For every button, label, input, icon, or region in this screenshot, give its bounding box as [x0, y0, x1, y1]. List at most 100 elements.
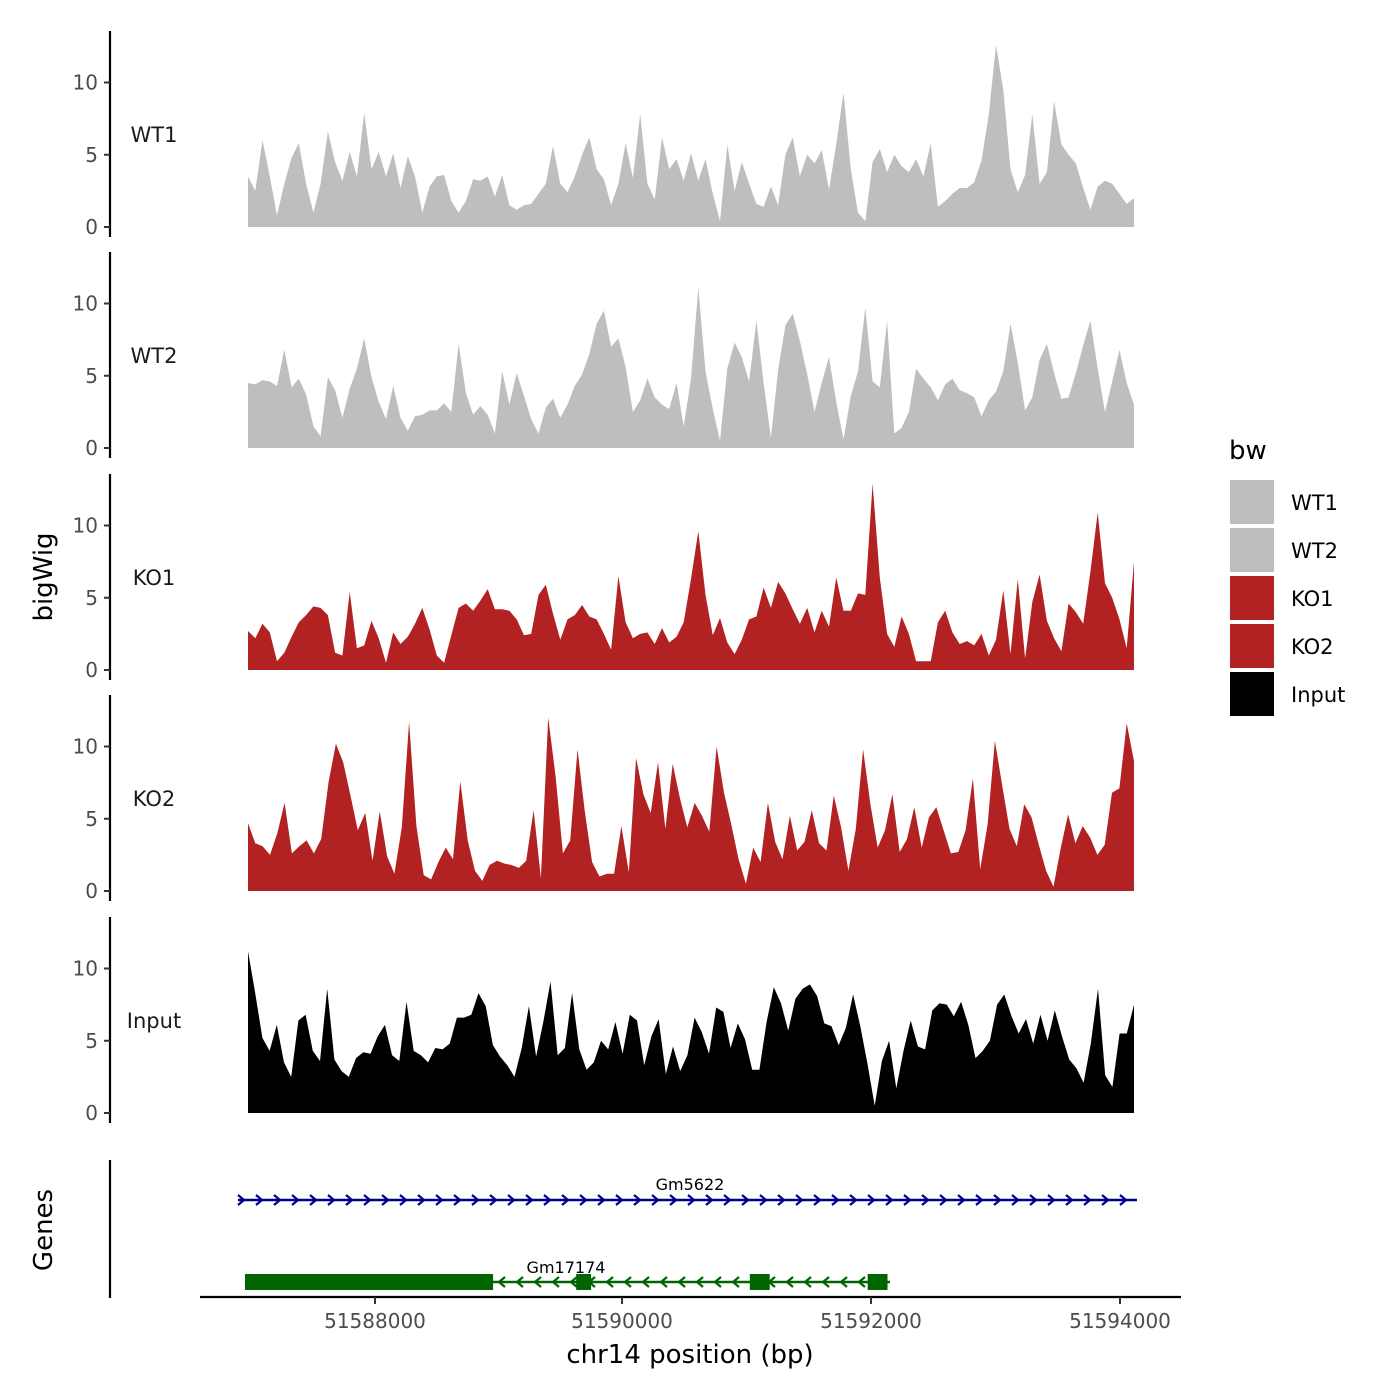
strand-arrow [1065, 1194, 1074, 1206]
y-tick-label: 0 [85, 215, 98, 239]
strand-arrow [579, 1194, 588, 1206]
legend-swatch-wt1 [1230, 480, 1274, 524]
strand-arrow [515, 1276, 524, 1288]
strand-arrow [1083, 1194, 1092, 1206]
legend-label-ko2: KO2 [1291, 635, 1334, 659]
gene-name-label: Gm5622 [656, 1175, 725, 1194]
track-label-ko1: KO1 [133, 566, 176, 590]
strand-arrow [1029, 1194, 1038, 1206]
strand-arrow [695, 1276, 704, 1288]
strand-arrow [731, 1276, 740, 1288]
y-tick-label: 10 [73, 735, 98, 759]
coverage-area-ko2 [248, 717, 1134, 891]
strand-arrow [363, 1194, 372, 1206]
y-tick-label: 5 [85, 1029, 98, 1053]
strand-arrow [1047, 1194, 1056, 1206]
exon-block [867, 1274, 888, 1290]
legend-swatch-ko1 [1230, 576, 1274, 620]
x-axis-title: chr14 position (bp) [566, 1340, 813, 1370]
strand-arrow [291, 1194, 300, 1206]
legend-label-input: Input [1291, 683, 1345, 707]
legend-title: bw [1229, 436, 1267, 466]
track-label-wt2: WT2 [131, 344, 178, 368]
track-input: 0 5 10 Input [73, 917, 1134, 1125]
y-tick-label: 0 [85, 436, 98, 460]
strand-arrow [741, 1194, 750, 1206]
gene-track-title: Genes [29, 1189, 59, 1271]
strand-arrow [399, 1194, 408, 1206]
strand-arrow [821, 1276, 830, 1288]
strand-arrow [921, 1194, 930, 1206]
y-axis-title: bigWig [29, 532, 59, 621]
strand-arrow [885, 1194, 894, 1206]
strand-arrow [381, 1194, 390, 1206]
y-tick-label: 10 [73, 71, 98, 95]
strand-arrow [561, 1194, 570, 1206]
exon-block [576, 1274, 592, 1290]
strand-arrow [533, 1276, 542, 1288]
gene-name-label: Gm17174 [527, 1258, 606, 1277]
x-tick-label: 51590000 [571, 1309, 673, 1333]
strand-arrow [471, 1194, 480, 1206]
strand-arrow [777, 1194, 786, 1206]
strand-arrow [453, 1194, 462, 1206]
y-tick-label: 5 [85, 586, 98, 610]
strand-arrow [785, 1276, 794, 1288]
tracks-group: 0 5 10 WT1 0 5 10 WT2 0 5 10 KO1 0 5 10 KO2 0 5 10 Input [73, 31, 1134, 1125]
strand-arrow [713, 1276, 722, 1288]
y-tick-label: 5 [85, 807, 98, 831]
strand-arrow [831, 1194, 840, 1206]
exon-block [245, 1274, 494, 1290]
y-tick-label: 10 [73, 514, 98, 538]
y-tick-label: 10 [73, 292, 98, 316]
strand-arrow [813, 1194, 822, 1206]
coverage-area-input [248, 951, 1134, 1113]
strand-arrow [489, 1194, 498, 1206]
strand-arrow [857, 1276, 866, 1288]
track-ko1: 0 5 10 KO1 [73, 474, 1134, 682]
strand-arrow [659, 1276, 668, 1288]
strand-arrow [957, 1194, 966, 1206]
strand-arrow [993, 1194, 1002, 1206]
coverage-area-wt1 [248, 44, 1134, 228]
strand-arrow [867, 1194, 876, 1206]
exon-block [749, 1274, 770, 1290]
strand-arrow [1011, 1194, 1020, 1206]
strand-arrow [615, 1194, 624, 1206]
gene-gm17174: Gm17174 [245, 1258, 890, 1290]
x-axis: 51588000 51590000 51592000 51594000 [200, 1295, 1181, 1333]
strand-arrow [345, 1194, 354, 1206]
y-tick-label: 5 [85, 143, 98, 167]
strand-arrow [651, 1194, 660, 1206]
legend-label-wt2: WT2 [1291, 539, 1338, 563]
strand-arrow [417, 1194, 426, 1206]
strand-arrow [435, 1194, 444, 1206]
legend-label-wt1: WT1 [1291, 491, 1338, 515]
strand-arrow [525, 1194, 534, 1206]
x-tick-label: 51594000 [1069, 1309, 1171, 1333]
track-ko2: 0 5 10 KO2 [73, 695, 1134, 903]
legend-swatch-wt2 [1230, 528, 1274, 572]
strand-arrow [623, 1276, 632, 1288]
x-tick-label: 51588000 [324, 1309, 426, 1333]
strand-arrow [641, 1276, 650, 1288]
track-wt1: 0 5 10 WT1 [73, 31, 1134, 239]
strand-arrow [605, 1276, 614, 1288]
strand-arrow [255, 1194, 264, 1206]
strand-arrow [597, 1194, 606, 1206]
strand-arrow [551, 1276, 560, 1288]
strand-arrow [849, 1194, 858, 1206]
strand-arrow [327, 1194, 336, 1206]
strand-arrow [273, 1194, 282, 1206]
strand-arrow [705, 1194, 714, 1206]
y-tick-label: 10 [73, 957, 98, 981]
track-label-ko2: KO2 [133, 787, 176, 811]
strand-arrow [723, 1194, 732, 1206]
legend-label-ko1: KO1 [1291, 587, 1334, 611]
strand-arrow [975, 1194, 984, 1206]
y-tick-label: 0 [85, 879, 98, 903]
x-tick-label: 51592000 [820, 1309, 922, 1333]
coverage-area-wt2 [248, 287, 1134, 448]
strand-arrow [939, 1194, 948, 1206]
